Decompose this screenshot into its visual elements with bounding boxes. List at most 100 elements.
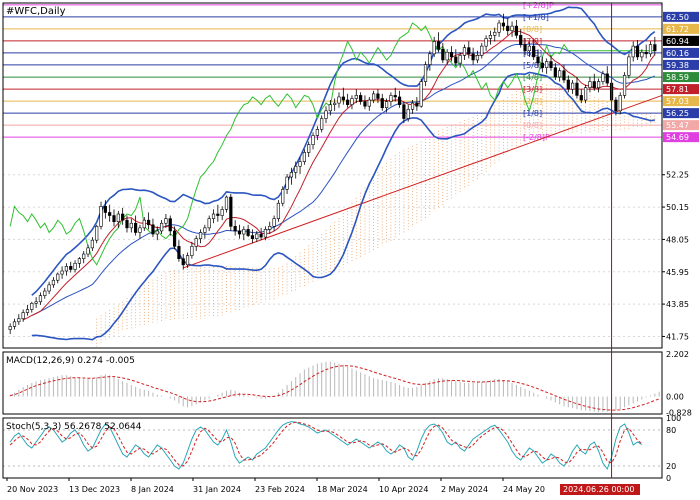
candle-body — [246, 229, 250, 236]
candle-body — [21, 312, 25, 320]
candle-body — [307, 144, 311, 153]
candle-body — [237, 230, 242, 235]
candle-body — [250, 235, 255, 239]
candle-body — [462, 47, 467, 56]
candle-body — [635, 45, 640, 58]
candle-body — [584, 87, 588, 101]
x-tick-label: 23 Feb 2024 — [255, 485, 305, 494]
candle-body — [337, 96, 341, 104]
candle-body — [302, 152, 306, 162]
price-tag-text: 59.38 — [666, 61, 689, 70]
candle-body — [493, 31, 497, 36]
candle-body — [263, 229, 268, 238]
candle-body — [449, 51, 454, 58]
candle-body — [596, 81, 601, 89]
fast-ma — [22, 30, 656, 321]
main-price-pane[interactable]: 52.25 50.15 48.05 45.95 43.85 41.75 [+2/8]P [+1… — [3, 1, 699, 347]
macd-pane[interactable]: 2.202 0.00 -0.828 — [9, 350, 692, 418]
price-tag-box — [663, 47, 699, 58]
candle-body — [138, 227, 142, 233]
candle-body — [415, 102, 419, 107]
macd-tick-label: 0.00 — [666, 393, 684, 402]
candle-body — [406, 108, 410, 119]
stochastic-label: Stoch(5,3,3) 56.2678 52.0644 — [6, 422, 142, 432]
candle-body — [359, 95, 363, 102]
candle-body — [532, 45, 536, 58]
candle-body — [558, 70, 562, 78]
candle-body — [432, 41, 436, 55]
candle-body — [458, 55, 462, 64]
candle-body — [514, 25, 518, 36]
candle-body — [454, 56, 458, 64]
candles — [8, 13, 657, 335]
stoch-tick-label: 80 — [666, 426, 676, 435]
candle-body — [571, 82, 575, 90]
candle-body — [194, 238, 198, 247]
candle-body — [285, 176, 289, 190]
candle-body — [545, 61, 549, 68]
candle-body — [125, 219, 129, 229]
candle-body — [121, 213, 125, 221]
candle-body — [605, 73, 609, 84]
candle-body — [527, 45, 531, 52]
candle-body — [410, 102, 415, 110]
candle-body — [25, 309, 30, 313]
x-tick-label: 10 Apr 2024 — [379, 485, 428, 494]
candle-body — [341, 96, 345, 101]
stoch-tick-label: 100 — [666, 414, 681, 423]
stochastic-pane[interactable]: 100 80 20 0 — [3, 414, 681, 483]
candle-body — [328, 104, 332, 112]
macd-tick-label: 2.202 — [666, 350, 689, 359]
candle-body — [588, 81, 592, 89]
candle-body — [259, 233, 263, 238]
main-frame — [2, 2, 663, 349]
trend-line — [183, 94, 663, 269]
candle-body — [8, 326, 12, 330]
price-tag-text: 54.69 — [666, 133, 689, 142]
candle-body — [648, 44, 653, 55]
candle-body — [56, 273, 60, 281]
x-tick-label: 24 May 20 — [503, 485, 545, 494]
price-tag-text: 61.72 — [666, 25, 689, 34]
candle-body — [43, 290, 47, 296]
candle-body — [272, 218, 276, 227]
candle-body — [181, 258, 185, 266]
candle-body — [172, 230, 177, 247]
candle-body — [622, 75, 627, 96]
price-tag-text: 62.50 — [666, 13, 689, 22]
candle-body — [112, 215, 116, 223]
stoch-k-line — [9, 421, 643, 471]
candle-body — [384, 101, 389, 109]
candle-body — [116, 213, 120, 223]
y-tick-label: 52.25 — [666, 171, 689, 180]
candle-body — [73, 262, 77, 270]
candle-body — [445, 51, 449, 61]
candle-body — [423, 64, 428, 82]
candle-body — [419, 81, 423, 107]
candle-body — [380, 98, 384, 109]
bollinger-upper — [31, 6, 656, 296]
candle-body — [220, 209, 224, 216]
candle-body — [242, 229, 246, 235]
candle-body — [190, 246, 194, 256]
price-tag-text: 56.25 — [666, 109, 689, 118]
candle-body — [216, 213, 220, 216]
murrey-level-label: [0/8] — [523, 121, 542, 130]
murrey-level-label: [2/8] — [523, 97, 542, 106]
candle-body — [575, 82, 579, 96]
candle-body — [315, 128, 319, 136]
candle-body — [86, 247, 90, 255]
candle-body — [333, 102, 337, 105]
candle-body — [164, 218, 168, 224]
candle-body — [653, 44, 657, 52]
x-tick-label: 20 Nov 2023 — [7, 485, 58, 494]
murrey-level-label: [-2/8]P — [523, 133, 550, 142]
stoch-tick-label: 0 — [666, 474, 671, 483]
candle-body — [289, 172, 293, 178]
candle-body — [354, 95, 358, 99]
candle-body — [324, 110, 328, 119]
price-tag-text: 60.16 — [666, 49, 689, 58]
candle-body — [480, 45, 484, 56]
candle-body — [311, 135, 315, 145]
